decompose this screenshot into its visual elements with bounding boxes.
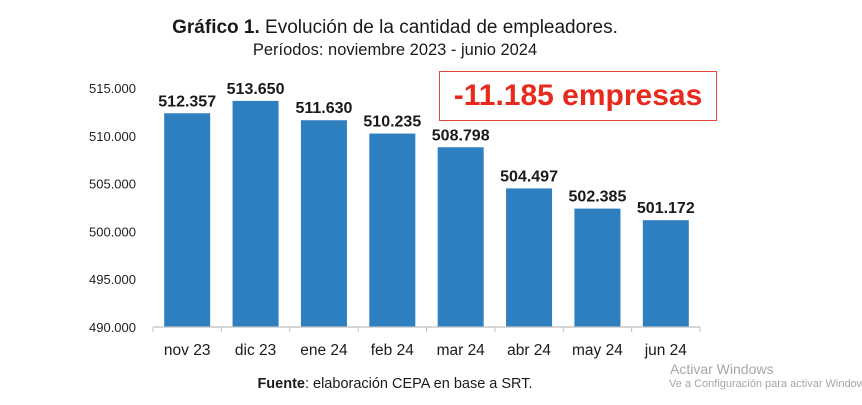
x-tick-label: nov 23 xyxy=(164,342,211,359)
source-text: : elaboración CEPA en base a SRT. xyxy=(304,376,533,392)
y-tick-label: 495.000 xyxy=(89,272,136,287)
chart-title: Gráfico 1. Evolución de la cantidad de e… xyxy=(0,17,790,39)
chart-title-text: Evolución de la cantidad de empleadores. xyxy=(259,17,618,38)
bar xyxy=(232,100,279,327)
bar-value-label: 508.798 xyxy=(432,127,490,144)
source-note: Fuente: elaboración CEPA en base a SRT. xyxy=(0,376,790,392)
bar xyxy=(369,133,416,327)
y-tick-label: 510.000 xyxy=(89,129,136,144)
x-tick-label: dic 23 xyxy=(235,342,276,359)
bar-value-label: 502.385 xyxy=(569,189,627,206)
source-label: Fuente xyxy=(257,376,305,392)
y-tick-label: 490.000 xyxy=(89,320,136,335)
y-tick-label: 505.000 xyxy=(89,177,136,192)
bar xyxy=(437,147,484,327)
x-tick-label: mar 24 xyxy=(437,342,486,359)
x-tick-label: jun 24 xyxy=(644,342,688,359)
chart-title-bold: Gráfico 1. xyxy=(172,17,260,38)
x-tick-label: abr 24 xyxy=(507,342,551,359)
bar xyxy=(506,188,553,327)
y-tick-label: 515.000 xyxy=(89,81,136,96)
bar-value-label: 513.650 xyxy=(227,81,285,98)
bar xyxy=(574,208,621,327)
bar-value-label: 504.497 xyxy=(500,168,558,185)
y-tick-label: 500.000 xyxy=(89,224,136,239)
chart-subtitle: Períodos: noviembre 2023 - junio 2024 xyxy=(252,41,538,59)
x-tick-label: may 24 xyxy=(572,342,623,359)
bar-value-label: 510.235 xyxy=(363,114,421,131)
windows-activation-title: Activar Windows xyxy=(670,361,774,377)
bar-value-label: 511.630 xyxy=(295,100,352,117)
bar-value-label: 512.357 xyxy=(158,93,216,110)
x-tick-label: ene 24 xyxy=(300,342,348,359)
bar xyxy=(642,220,689,327)
bar xyxy=(300,120,347,328)
bar xyxy=(164,113,211,327)
windows-activation-subtitle: Ve a Configuración para activar Windows xyxy=(669,378,862,390)
bar-value-label: 501.172 xyxy=(637,200,695,217)
decrease-annotation-badge: -11.185 empresas xyxy=(439,71,717,121)
x-tick-label: feb 24 xyxy=(371,342,414,359)
